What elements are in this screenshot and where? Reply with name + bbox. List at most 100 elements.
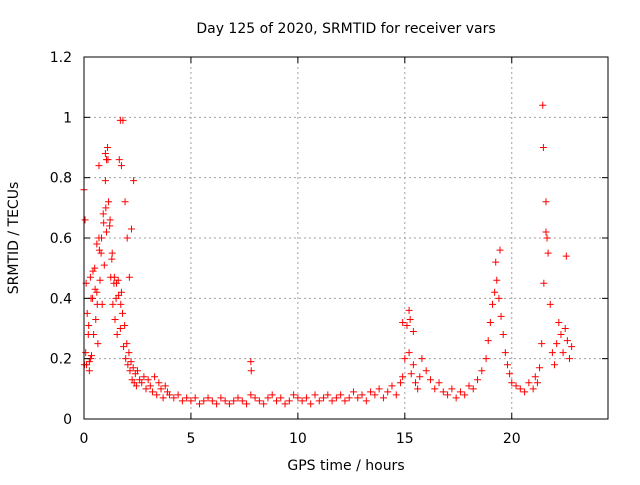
y-tick-label: 0.6	[50, 231, 72, 247]
data-point	[191, 394, 199, 402]
data-point	[439, 388, 447, 396]
data-point	[127, 358, 135, 366]
data-point	[113, 279, 121, 287]
data-point	[324, 391, 332, 399]
data-point	[151, 373, 159, 381]
data-point	[405, 349, 413, 357]
data-point	[127, 225, 135, 233]
data-point	[409, 361, 417, 369]
axis-ticks	[83, 56, 608, 420]
data-point	[416, 373, 424, 381]
data-point	[375, 385, 383, 393]
data-points	[80, 101, 576, 408]
data-point	[187, 397, 195, 405]
data-point	[140, 373, 148, 381]
data-point	[328, 397, 336, 405]
data-point	[200, 397, 208, 405]
data-point	[474, 376, 482, 384]
data-point	[367, 388, 375, 396]
data-point	[146, 382, 154, 390]
data-point	[106, 216, 114, 224]
data-point	[178, 397, 186, 405]
data-point	[213, 400, 221, 408]
data-point	[529, 385, 537, 393]
data-point	[142, 385, 150, 393]
y-tick-label: 0.2	[50, 352, 72, 368]
data-point	[349, 388, 357, 396]
data-point	[320, 394, 328, 402]
data-point	[89, 267, 97, 275]
data-point	[264, 394, 272, 402]
data-point	[559, 349, 567, 357]
data-point	[277, 394, 285, 402]
data-point	[307, 400, 315, 408]
data-point	[208, 397, 216, 405]
data-point	[95, 246, 103, 254]
data-point	[114, 276, 122, 284]
data-point	[115, 291, 123, 299]
data-point	[508, 379, 516, 387]
data-point	[101, 150, 109, 158]
data-point	[563, 337, 571, 345]
data-point	[221, 397, 229, 405]
data-point	[531, 373, 539, 381]
data-point	[358, 391, 366, 399]
data-point	[238, 397, 246, 405]
data-point	[516, 385, 524, 393]
data-point	[157, 385, 165, 393]
data-point	[255, 397, 263, 405]
data-point	[362, 397, 370, 405]
data-point	[536, 364, 544, 372]
data-point	[555, 318, 563, 326]
data-point	[95, 162, 103, 170]
data-point	[166, 391, 174, 399]
data-point	[337, 391, 345, 399]
data-point	[354, 394, 362, 402]
data-point	[93, 300, 101, 308]
data-point	[87, 352, 95, 360]
data-point	[525, 379, 533, 387]
data-point	[106, 222, 114, 230]
data-point	[108, 249, 116, 257]
data-point	[403, 321, 411, 329]
data-point	[155, 379, 163, 387]
data-point	[542, 198, 550, 206]
data-point	[85, 321, 93, 329]
data-point	[384, 388, 392, 396]
data-point	[93, 240, 101, 248]
data-point	[422, 367, 430, 375]
data-point	[557, 331, 565, 339]
data-point	[159, 394, 167, 402]
x-tick-label: 0	[80, 431, 89, 447]
data-point	[294, 394, 302, 402]
data-point	[409, 328, 417, 336]
data-point	[496, 246, 504, 254]
data-point	[105, 198, 113, 206]
data-point	[174, 391, 182, 399]
data-point	[85, 367, 93, 375]
data-point	[225, 400, 233, 408]
data-point	[482, 355, 490, 363]
data-point	[108, 255, 116, 263]
data-point	[397, 379, 405, 387]
data-point	[101, 177, 109, 185]
y-tick-labels: 0 0.2 0.4 0.6 0.8 1 1.2	[50, 50, 72, 428]
data-point	[493, 276, 501, 284]
data-point	[95, 234, 103, 242]
data-point	[562, 252, 570, 260]
data-point	[544, 249, 552, 257]
data-point	[123, 234, 131, 242]
data-point	[117, 162, 125, 170]
data-point	[302, 394, 310, 402]
data-point	[125, 349, 133, 357]
data-point	[268, 391, 276, 399]
data-point	[243, 400, 251, 408]
y-tick-label: 1	[63, 110, 72, 126]
data-point	[125, 273, 133, 281]
data-point	[501, 349, 509, 357]
data-point	[418, 355, 426, 363]
data-point	[399, 318, 407, 326]
data-point	[204, 394, 212, 402]
data-point	[539, 101, 547, 109]
